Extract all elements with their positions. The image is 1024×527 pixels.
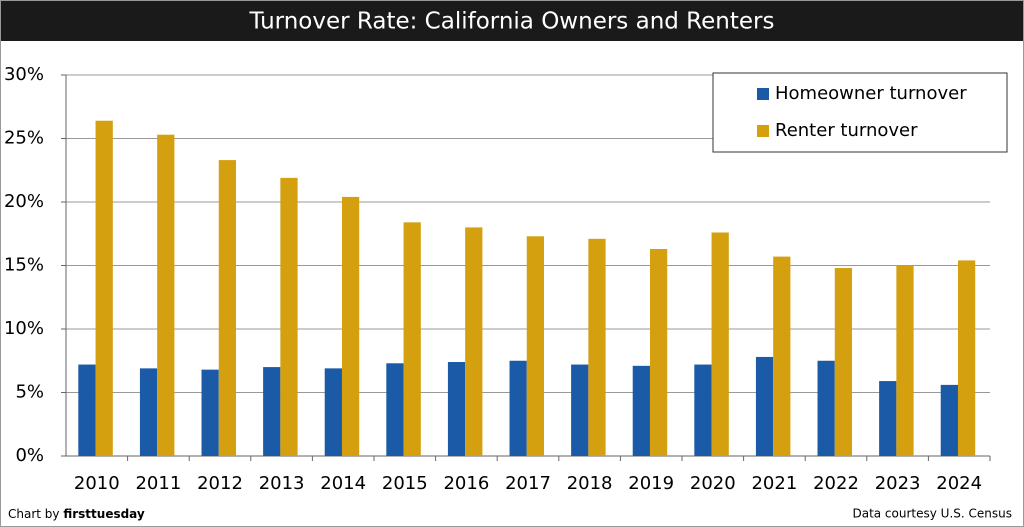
bar [386, 363, 404, 456]
bar [940, 384, 958, 456]
bar [280, 177, 298, 456]
y-tick-label: 15% [4, 255, 44, 276]
y-tick-label: 30% [4, 64, 44, 85]
bar [957, 260, 976, 456]
chart-title: Turnover Rate: California Owners and Ren… [249, 9, 775, 35]
bar [632, 365, 650, 456]
legend-label: Renter turnover [775, 120, 918, 141]
x-tick-label: 2020 [690, 473, 736, 494]
bar [817, 360, 835, 456]
y-tick-label: 20% [4, 191, 44, 212]
bar [834, 268, 853, 456]
x-tick-label: 2011 [135, 473, 181, 494]
bar [95, 120, 113, 456]
x-tick-label: 2022 [813, 473, 859, 494]
bar [649, 248, 668, 456]
bar [341, 196, 360, 457]
legend-swatch [757, 88, 769, 100]
x-tick-label: 2013 [259, 473, 305, 494]
legend-swatch [757, 125, 769, 137]
bar [157, 134, 175, 456]
x-tick-label: 2010 [74, 473, 120, 494]
x-tick-label: 2016 [443, 473, 489, 494]
legend-label: Homeowner turnover [775, 83, 967, 104]
credit-name: firsttuesday [63, 507, 145, 521]
bar [447, 362, 466, 456]
bar [324, 368, 342, 456]
bar [571, 364, 589, 456]
x-tick-label: 2017 [505, 473, 551, 494]
credit-label: Chart by [8, 507, 60, 521]
x-tick-label: 2021 [751, 473, 797, 494]
x-tick-label: 2015 [382, 473, 428, 494]
y-tick-label: 5% [15, 382, 44, 403]
bar [263, 367, 281, 456]
title-bar [1, 1, 1023, 41]
bar [526, 236, 545, 456]
bar [879, 381, 897, 456]
bar [588, 238, 606, 456]
x-tick-label: 2018 [567, 473, 613, 494]
bar [711, 232, 729, 456]
x-tick-label: 2014 [320, 473, 366, 494]
y-tick-label: 10% [4, 318, 44, 339]
credit: Chart by firsttuesday [8, 507, 145, 521]
x-tick-label: 2023 [875, 473, 921, 494]
bar [218, 160, 237, 456]
y-tick-label: 0% [15, 445, 44, 466]
legend-box [712, 72, 1008, 153]
x-tick-label: 2024 [936, 473, 982, 494]
bar [896, 265, 914, 456]
bar [773, 256, 791, 456]
source: Data courtesy U.S. Census [852, 507, 1012, 521]
bar [509, 360, 527, 456]
x-tick-label: 2012 [197, 473, 243, 494]
bar [694, 364, 712, 456]
bar [201, 369, 219, 456]
y-tick-label: 25% [4, 128, 44, 149]
bar [755, 356, 774, 456]
x-tick-label: 2019 [628, 473, 674, 494]
bar [403, 222, 421, 456]
bar [78, 364, 96, 456]
bar [139, 368, 158, 456]
bar [465, 227, 483, 456]
